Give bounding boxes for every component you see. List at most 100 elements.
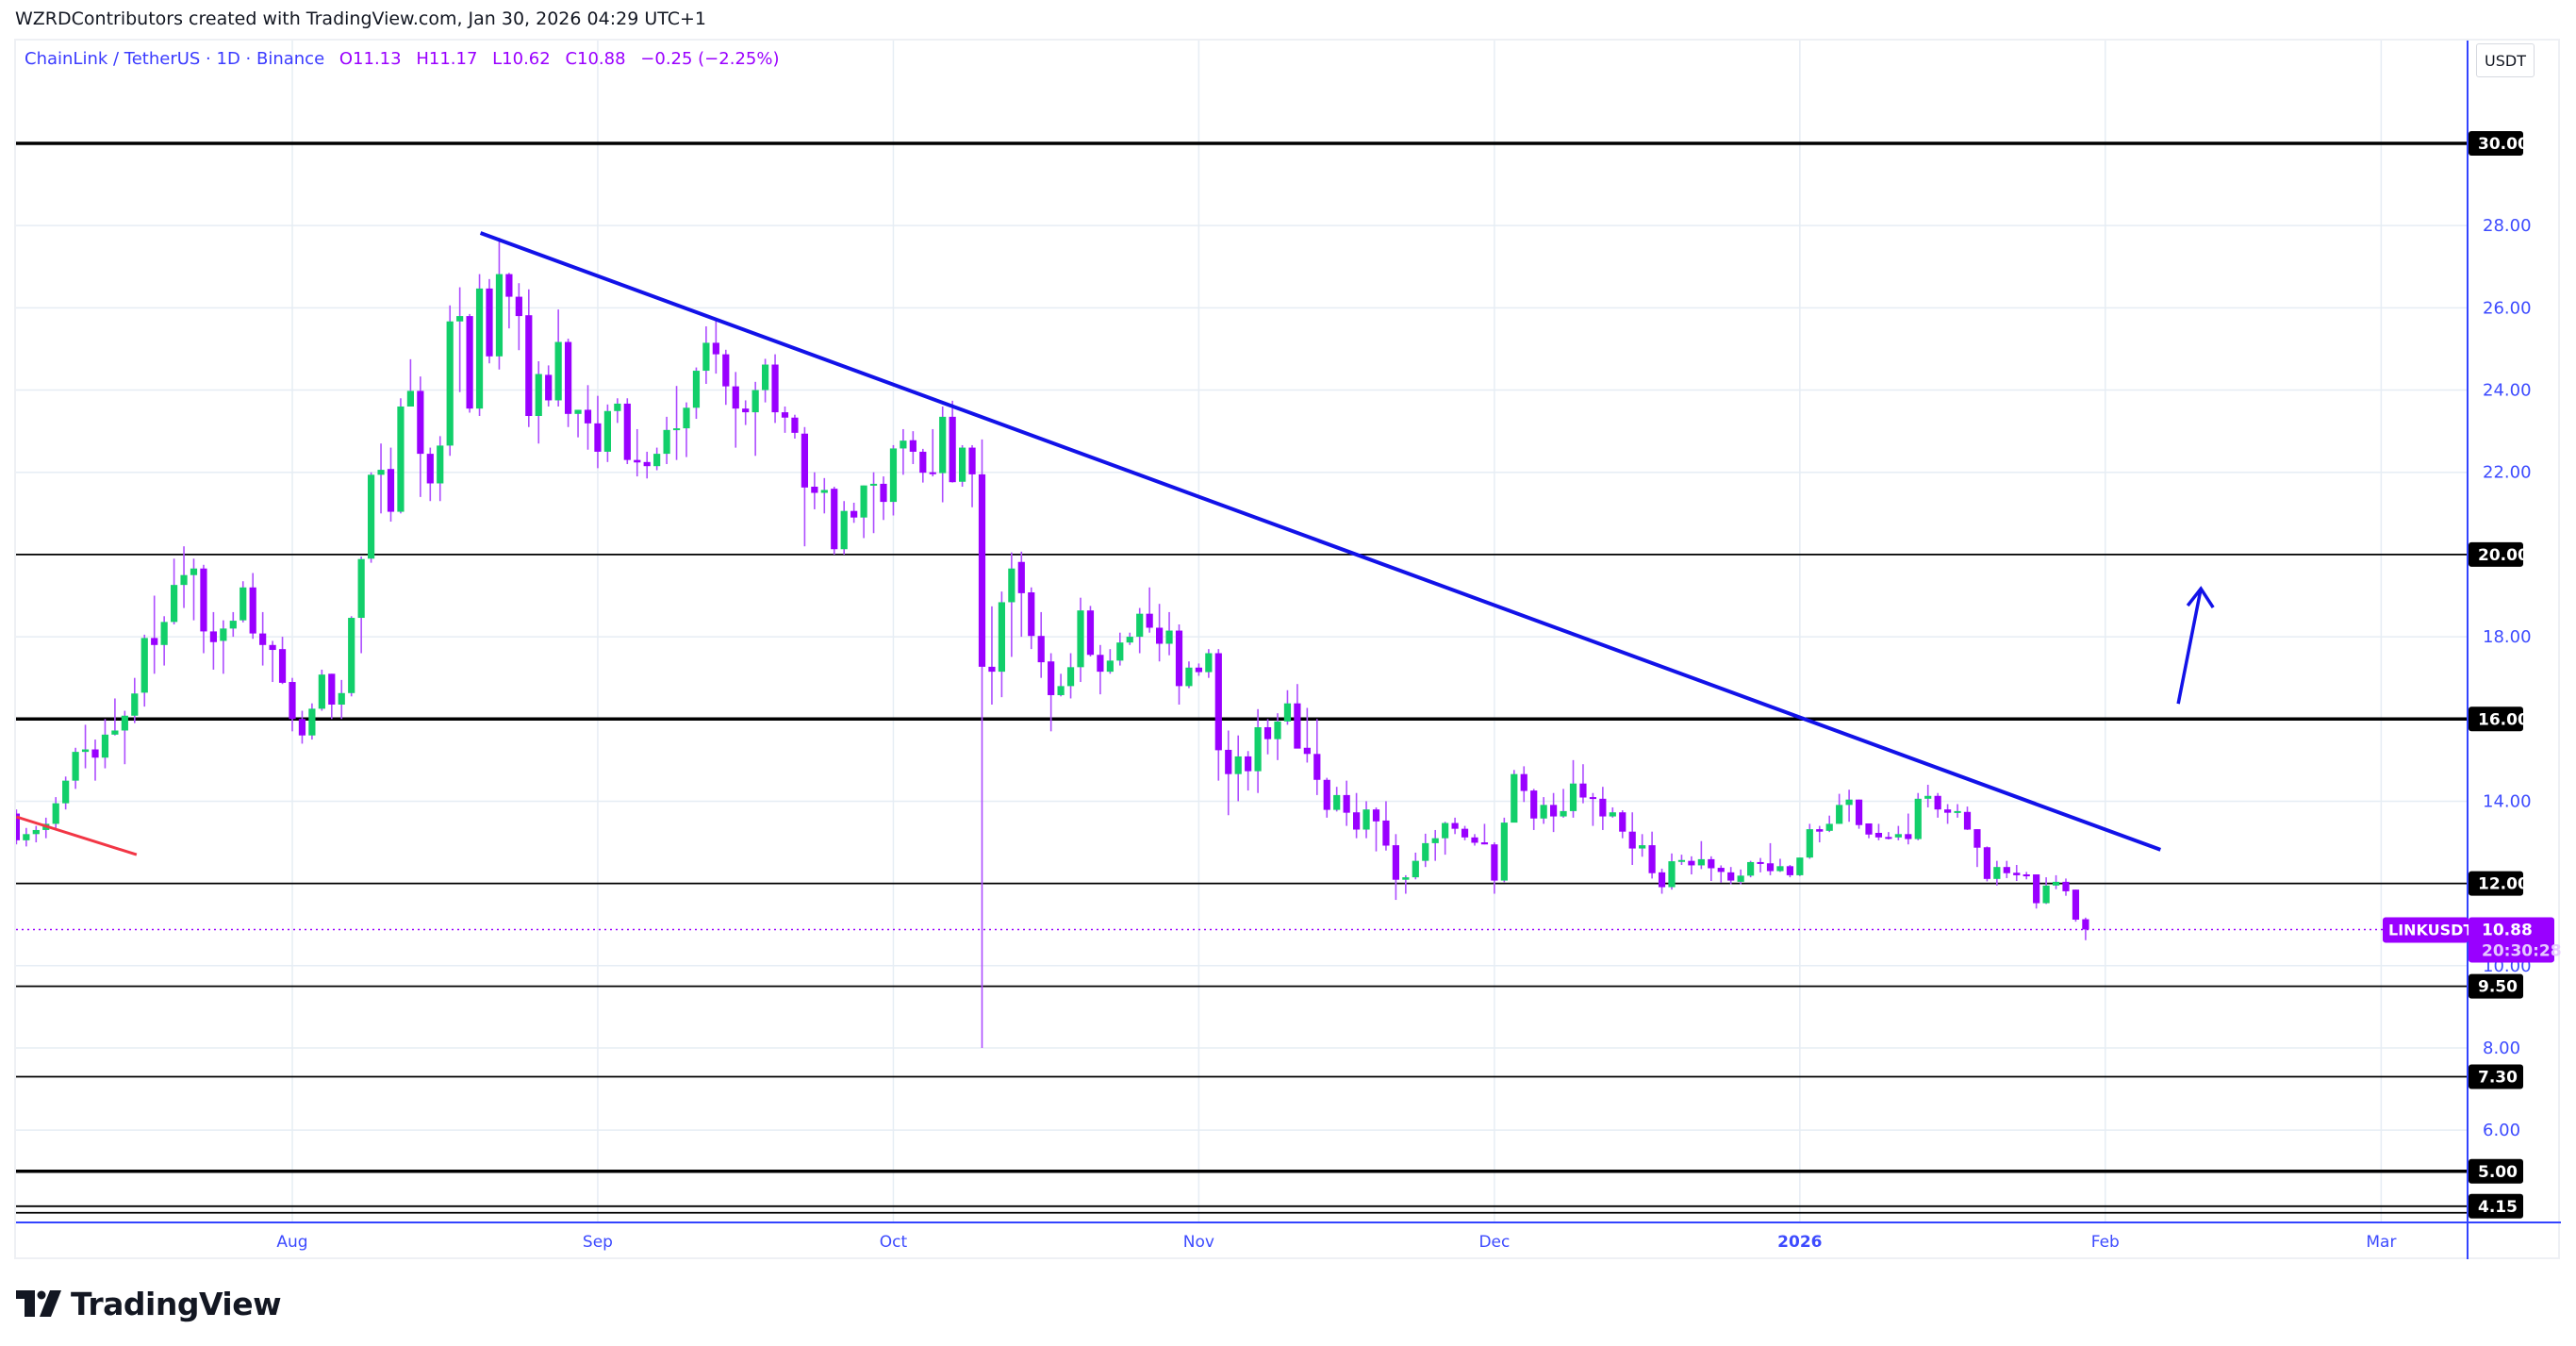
candle: [1008, 552, 1016, 657]
candle-body-up: [1136, 613, 1144, 638]
candle-body-up: [160, 622, 168, 645]
currency-button[interactable]: USDT: [2476, 43, 2535, 77]
price-tick-label: 18.00: [2483, 627, 2532, 647]
price-axis[interactable]: 28.0026.0024.0022.0018.0014.0010.008.006…: [2469, 131, 2532, 1219]
candle-body-down: [1372, 809, 1380, 822]
candle-body-up: [338, 692, 345, 706]
candle: [1116, 632, 1124, 666]
candle-body-down: [929, 472, 936, 474]
candle-body-down: [1983, 847, 1990, 879]
candle-body-up: [2052, 881, 2060, 886]
candle: [426, 447, 434, 502]
level-price-label-bg: [2469, 871, 2523, 896]
price-tick-label: 26.00: [2483, 298, 2532, 318]
candle-body-down: [1816, 829, 1824, 832]
candle-body-down: [1530, 790, 1538, 819]
candle-body-down: [1146, 613, 1153, 628]
candle: [16, 809, 20, 845]
candle: [2062, 878, 2070, 896]
chart-frame: [14, 39, 2560, 1259]
tradingview-logo[interactable]: TradingView: [16, 1286, 282, 1322]
candle-body-up: [603, 410, 611, 452]
candle: [1225, 730, 1232, 816]
symbol-title[interactable]: ChainLink / TetherUS · 1D · Binance: [25, 49, 325, 69]
time-axis[interactable]: Aug Sep Oct Nov Dec 2026 Feb Mar: [276, 1233, 2396, 1252]
candle: [1412, 852, 1419, 880]
candle: [1303, 707, 1311, 763]
candle-body-up: [397, 406, 405, 512]
candle: [180, 546, 188, 608]
candle: [1431, 829, 1439, 861]
candle: [1175, 624, 1183, 706]
candle: [1422, 833, 1429, 868]
time-tick-label: Sep: [583, 1233, 613, 1252]
candle-body-down: [2082, 919, 2089, 930]
candle: [1066, 653, 1075, 699]
drawings[interactable]: [15, 231, 2215, 856]
candle: [1963, 806, 1972, 830]
candle: [289, 677, 296, 732]
candle: [220, 620, 227, 674]
descending-trendline[interactable]: [479, 231, 2162, 852]
candle: [1816, 825, 1824, 843]
candle-body-down: [1648, 845, 1656, 873]
candle: [702, 325, 710, 385]
candle-body-up: [1057, 686, 1065, 695]
candle: [811, 472, 818, 509]
candle-body-down: [298, 719, 306, 736]
candle-body-down: [1097, 655, 1104, 673]
candle: [1530, 789, 1538, 830]
candle: [72, 747, 79, 789]
candle: [1491, 842, 1498, 894]
candle: [1323, 777, 1330, 818]
symbol-tag: LINKUSDT: [2388, 921, 2473, 939]
candle-body-down: [1628, 831, 1636, 849]
candle-body-down: [1175, 630, 1183, 687]
candle: [869, 472, 878, 534]
candle-body-down: [1451, 823, 1459, 829]
candle-body-up: [869, 483, 878, 486]
candle-body-down: [732, 386, 739, 409]
candle: [1905, 813, 1912, 845]
candle: [634, 428, 641, 477]
candle: [1333, 787, 1341, 812]
candle: [23, 827, 30, 847]
candle: [1757, 857, 1764, 872]
price-tick-label: 28.00: [2483, 216, 2532, 236]
time-tick-label: Dec: [1478, 1233, 1510, 1252]
candle-body-up: [190, 568, 198, 575]
up-arrow-icon[interactable]: [2176, 586, 2215, 705]
candle-body-down: [2033, 874, 2040, 904]
candle: [437, 436, 444, 502]
candle-body-down: [1708, 858, 1715, 869]
candle: [515, 283, 522, 351]
candle: [998, 591, 1005, 698]
candle: [2072, 889, 2080, 922]
candle: [1579, 764, 1587, 804]
candle-body-up: [2042, 885, 2050, 904]
candle-body-down: [151, 638, 158, 645]
candle-body-down: [426, 454, 434, 484]
candle: [1461, 825, 1469, 840]
red-trendline[interactable]: [15, 815, 138, 856]
candle: [1796, 857, 1804, 876]
candle: [81, 724, 90, 769]
candle-body-up: [23, 834, 30, 840]
candle-body-down: [1865, 823, 1873, 835]
candle-body-down: [545, 374, 553, 401]
candle: [1274, 713, 1281, 760]
candle: [623, 398, 631, 465]
candle-body-down: [643, 461, 651, 467]
candle: [91, 739, 99, 781]
candle-body-down: [1343, 794, 1350, 813]
candle: [791, 414, 799, 439]
candle: [1245, 751, 1252, 791]
candle-body-up: [32, 829, 40, 835]
candle-body-down: [1963, 811, 1972, 830]
candles: [16, 238, 2089, 1048]
candle-body-up: [1747, 861, 1755, 876]
symbol-legend[interactable]: ChainLink / TetherUS · 1D · Binance O11.…: [25, 49, 779, 69]
candle-body-up: [131, 693, 139, 716]
price-tick-label: 6.00: [2483, 1121, 2520, 1140]
